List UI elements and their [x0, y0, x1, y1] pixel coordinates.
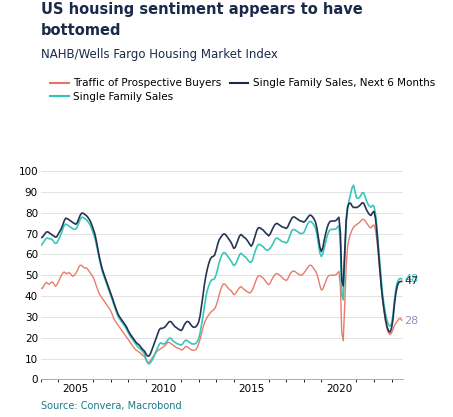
Text: bottomed: bottomed — [41, 23, 121, 38]
Text: 28: 28 — [405, 316, 419, 326]
Text: Source: Convera, Macrobond: Source: Convera, Macrobond — [41, 401, 181, 411]
Legend: Traffic of Prospective Buyers, Single Family Sales, Single Family Sales, Next 6 : Traffic of Prospective Buyers, Single Fa… — [46, 74, 439, 106]
Text: 47: 47 — [405, 276, 419, 286]
Text: US housing sentiment appears to have: US housing sentiment appears to have — [41, 2, 362, 17]
Text: NAHB/Wells Fargo Housing Market Index: NAHB/Wells Fargo Housing Market Index — [41, 48, 278, 61]
Text: 48: 48 — [405, 274, 419, 284]
